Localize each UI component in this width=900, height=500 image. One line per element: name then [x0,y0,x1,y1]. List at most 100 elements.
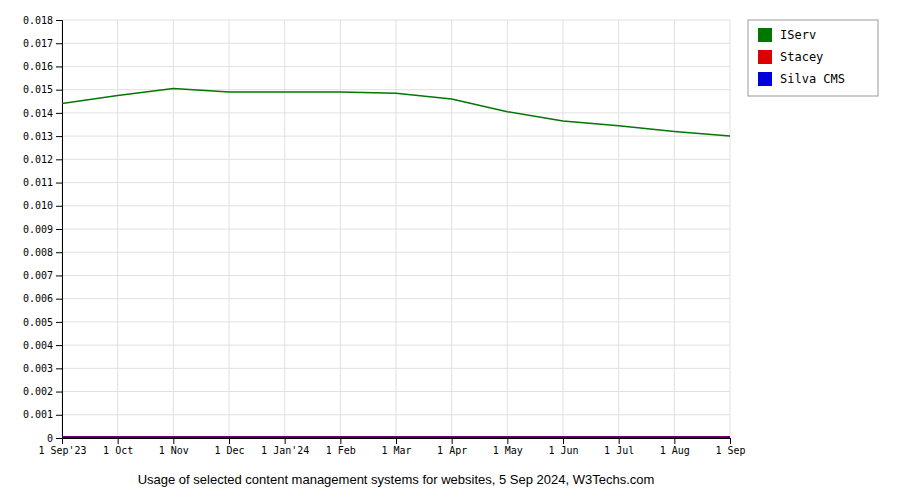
y-tick-label: 0 [47,433,53,444]
y-tick: 0 [47,433,62,444]
x-tick: 1 Mar [381,438,411,456]
x-tick-mark [563,438,564,444]
chart: 1 Sep'23 1 Oct 1 Nov 1 Dec 1 Jan'24 1 Feb 1 Ma… [0,0,900,500]
y-tick-mark [56,66,62,67]
x-tick: 1 Jun [548,438,578,456]
y-tick-mark [56,322,62,323]
y-tick: 0.011 [23,177,62,188]
x-grid-line [451,20,452,438]
y-tick-label: 0.012 [23,154,53,165]
y-tick-mark [56,159,62,160]
y-tick-label: 0.011 [23,177,53,188]
y-tick-label: 0.017 [23,38,53,49]
x-tick: 1 Apr [437,438,467,456]
y-tick: 0.016 [23,61,62,72]
x-tick-mark [619,438,620,444]
x-grid-line [507,20,508,438]
x-tick: 1 Dec [214,438,244,456]
y-tick: 0.004 [23,340,62,351]
x-tick-mark [173,438,174,444]
legend-item: Stacey [758,50,823,64]
series-line [62,436,730,438]
y-tick-label: 0.009 [23,224,53,235]
y-tick-label: 0.005 [23,317,53,328]
y-tick: 0.012 [23,154,62,165]
y-tick: 0.002 [23,386,62,397]
x-tick-label: 1 Jun [548,445,578,456]
y-tick: 0.005 [23,317,62,328]
x-axis-title: Usage of selected content management sys… [138,472,655,487]
y-tick-mark [56,252,62,253]
y-tick-label: 0.015 [23,84,53,95]
x-axis: 1 Sep'23 1 Oct 1 Nov 1 Dec 1 Jan'24 1 Feb 1 Ma… [38,438,745,456]
legend-label: Stacey [780,50,823,64]
x-tick-mark [118,438,119,444]
x-tick-mark [730,438,731,444]
x-tick-mark [396,438,397,444]
y-tick: 0.007 [23,270,62,281]
legend-label: IServ [780,28,816,42]
x-tick-label: 1 Dec [214,445,244,456]
x-grid-line [117,20,118,438]
y-tick-mark [56,206,62,207]
y-tick-label: 0.008 [23,247,53,258]
x-tick: 1 May [493,438,523,456]
y-tick-mark [56,136,62,137]
x-tick-label: 1 Apr [437,445,467,456]
x-tick-mark [229,438,230,444]
y-tick-mark [56,20,62,21]
y-tick-label: 0.016 [23,61,53,72]
legend-swatch [758,72,772,86]
x-tick: 1 Sep [715,438,745,456]
y-tick-mark [56,90,62,91]
x-tick: 1 Nov [159,438,189,456]
x-tick-label: 1 May [493,445,523,456]
legend-label: Silva CMS [780,72,845,86]
y-tick-mark [56,415,62,416]
legend-swatch [758,50,772,64]
legend-item: IServ [758,28,816,42]
y-tick-mark [56,392,62,393]
y-tick-mark [56,345,62,346]
y-tick-label: 0.018 [23,15,53,26]
x-tick-mark [674,438,675,444]
x-tick-label: 1 Nov [159,445,189,456]
y-tick: 0.003 [23,363,62,374]
y-tick-mark [56,299,62,300]
x-tick: 1 Feb [326,438,356,456]
x-grid-line [340,20,341,438]
y-tick: 0.008 [23,247,62,258]
legend: IServ Stacey Silva CMS [748,20,878,96]
x-grid-line [284,20,285,438]
y-tick: 0.009 [23,224,62,235]
y-axis: 0 0.001 0.002 0.003 0.004 0.005 0.006 0.007 0.00… [23,15,63,444]
x-tick-label: 1 Oct [103,445,133,456]
y-tick-mark [56,275,62,276]
x-grid-line [173,20,174,438]
legend-swatch [758,28,772,42]
y-tick-label: 0.007 [23,270,53,281]
y-tick-mark [56,438,62,439]
lines [62,89,730,438]
y-tick-mark [56,43,62,44]
y-tick-label: 0.002 [23,386,53,397]
y-tick-mark [56,113,62,114]
x-tick: 1 Oct [103,438,133,456]
x-tick: 1 Jan'24 [261,438,309,456]
y-tick-label: 0.001 [23,409,53,420]
x-grid-line [674,20,675,438]
y-tick: 0.013 [23,131,62,142]
x-tick-label: 1 Aug [660,445,690,456]
y-tick: 0.018 [23,15,62,26]
y-tick: 0.015 [23,84,62,95]
x-tick-label: 1 Jul [604,445,634,456]
x-tick-label: 1 Feb [326,445,356,456]
x-tick-label: 1 Sep'23 [38,445,86,456]
x-tick-mark [340,438,341,444]
x-tick-label: 1 Sep [715,445,745,456]
x-tick-mark [285,438,286,444]
y-tick: 0.006 [23,293,62,304]
y-tick: 0.014 [23,108,62,119]
x-grid-line [730,20,731,438]
y-tick-label: 0.004 [23,340,53,351]
